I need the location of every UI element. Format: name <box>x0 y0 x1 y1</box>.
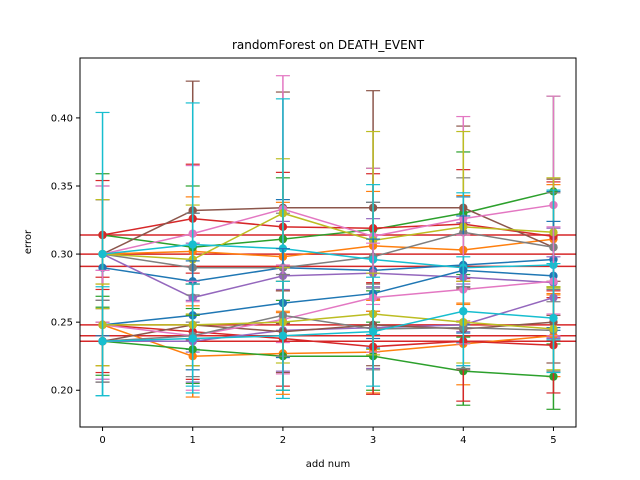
series-line <box>102 280 554 337</box>
x-tick-label: 2 <box>280 435 286 446</box>
plot-frame <box>79 57 577 428</box>
series-line <box>102 253 554 299</box>
data-point <box>98 337 107 346</box>
x-tick-label: 3 <box>370 435 376 446</box>
y-tick-label: 0.20 <box>51 386 73 397</box>
data-point <box>549 313 558 323</box>
x-tick-label: 1 <box>190 435 196 446</box>
x-tick-label: 0 <box>99 435 105 446</box>
y-axis-label: error <box>23 229 34 254</box>
series-line <box>102 313 554 330</box>
data-point <box>278 331 288 340</box>
y-axis-ticks: 0.20 0.25 0.30 0.35 0.40 <box>51 113 80 397</box>
series-line <box>102 190 554 249</box>
y-tick-label: 0.35 <box>51 181 73 192</box>
series-s20 <box>95 256 561 397</box>
series-line <box>102 269 554 326</box>
y-tick-label: 0.30 <box>51 250 73 261</box>
series-line <box>102 238 554 258</box>
series-line <box>102 204 554 255</box>
series-line <box>102 258 554 283</box>
y-tick-label: 0.40 <box>51 113 73 124</box>
data-point <box>368 327 378 336</box>
series-line <box>102 243 554 269</box>
series-line <box>102 314 554 342</box>
series-layer <box>95 75 561 410</box>
series-line <box>102 310 554 342</box>
chart-title: randomForest on DEATH_EVENT <box>232 38 425 52</box>
series-line <box>102 207 554 255</box>
x-axis-ticks: 0 1 2 3 4 5 <box>99 427 557 446</box>
data-point <box>98 249 107 259</box>
series-line <box>102 212 554 261</box>
y-tick-label: 0.25 <box>51 318 73 329</box>
data-point <box>459 307 468 316</box>
data-point <box>188 240 197 249</box>
x-tick-label: 4 <box>460 435 466 446</box>
x-axis-label: add num <box>306 459 350 470</box>
series-line <box>102 340 554 378</box>
series-line <box>102 231 554 269</box>
series-line <box>102 324 554 348</box>
axes <box>79 57 577 428</box>
x-tick-label: 5 <box>550 435 556 446</box>
data-point <box>188 334 197 343</box>
